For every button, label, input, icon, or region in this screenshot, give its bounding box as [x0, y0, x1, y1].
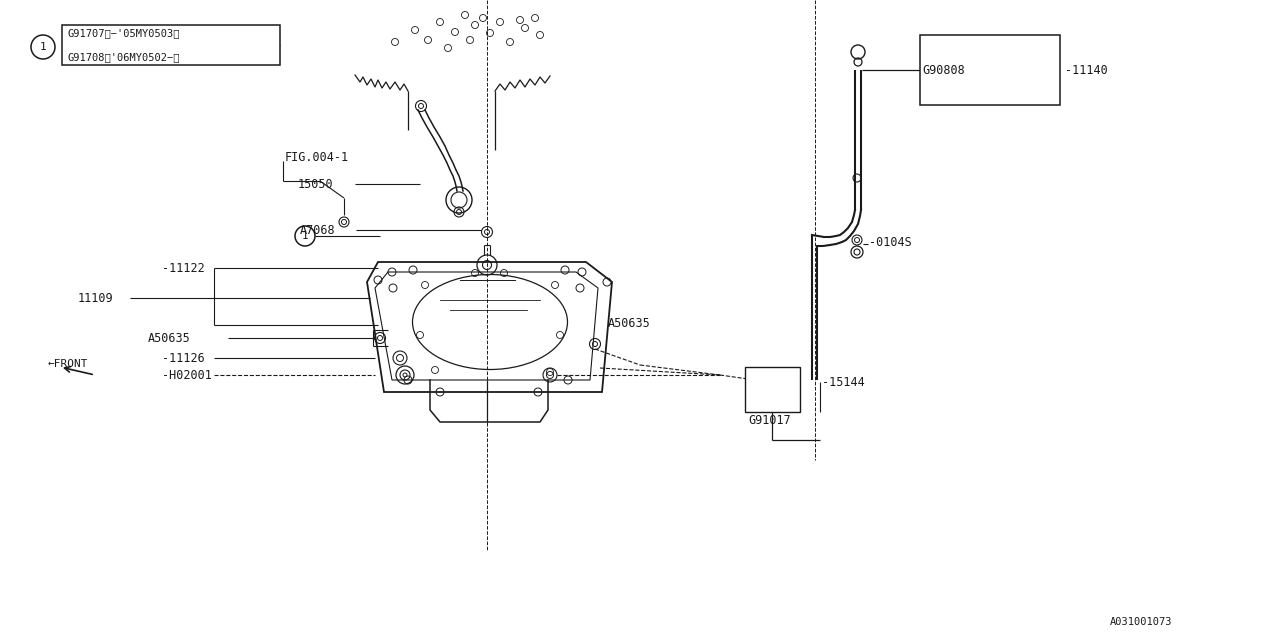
Text: -11126: -11126 — [163, 351, 205, 365]
Text: G91017: G91017 — [748, 413, 791, 426]
Text: -11140: -11140 — [1065, 63, 1107, 77]
Text: A50635: A50635 — [148, 332, 191, 344]
Text: A50635: A50635 — [608, 317, 650, 330]
Text: A7068: A7068 — [300, 223, 335, 237]
Bar — [920, 35, 1060, 105]
Text: G90808: G90808 — [922, 63, 965, 77]
Text: -11122: -11122 — [163, 262, 205, 275]
Text: -0104S: -0104S — [869, 236, 911, 248]
Text: -15144: -15144 — [822, 376, 865, 388]
Text: 1: 1 — [302, 231, 308, 241]
Bar — [61, 25, 280, 65]
Text: 15050: 15050 — [298, 177, 334, 191]
Text: FIG.004-1: FIG.004-1 — [285, 150, 349, 163]
Text: A031001073: A031001073 — [1110, 617, 1172, 627]
Text: ←FRONT: ←FRONT — [49, 359, 88, 369]
Bar — [745, 367, 800, 412]
Text: -H02001: -H02001 — [163, 369, 212, 381]
Text: 11109: 11109 — [78, 291, 114, 305]
Text: G91707（−'05MY0503）: G91707（−'05MY0503） — [67, 28, 179, 38]
Text: 1: 1 — [40, 42, 46, 52]
Text: G91708（'06MY0502−）: G91708（'06MY0502−） — [67, 52, 179, 62]
